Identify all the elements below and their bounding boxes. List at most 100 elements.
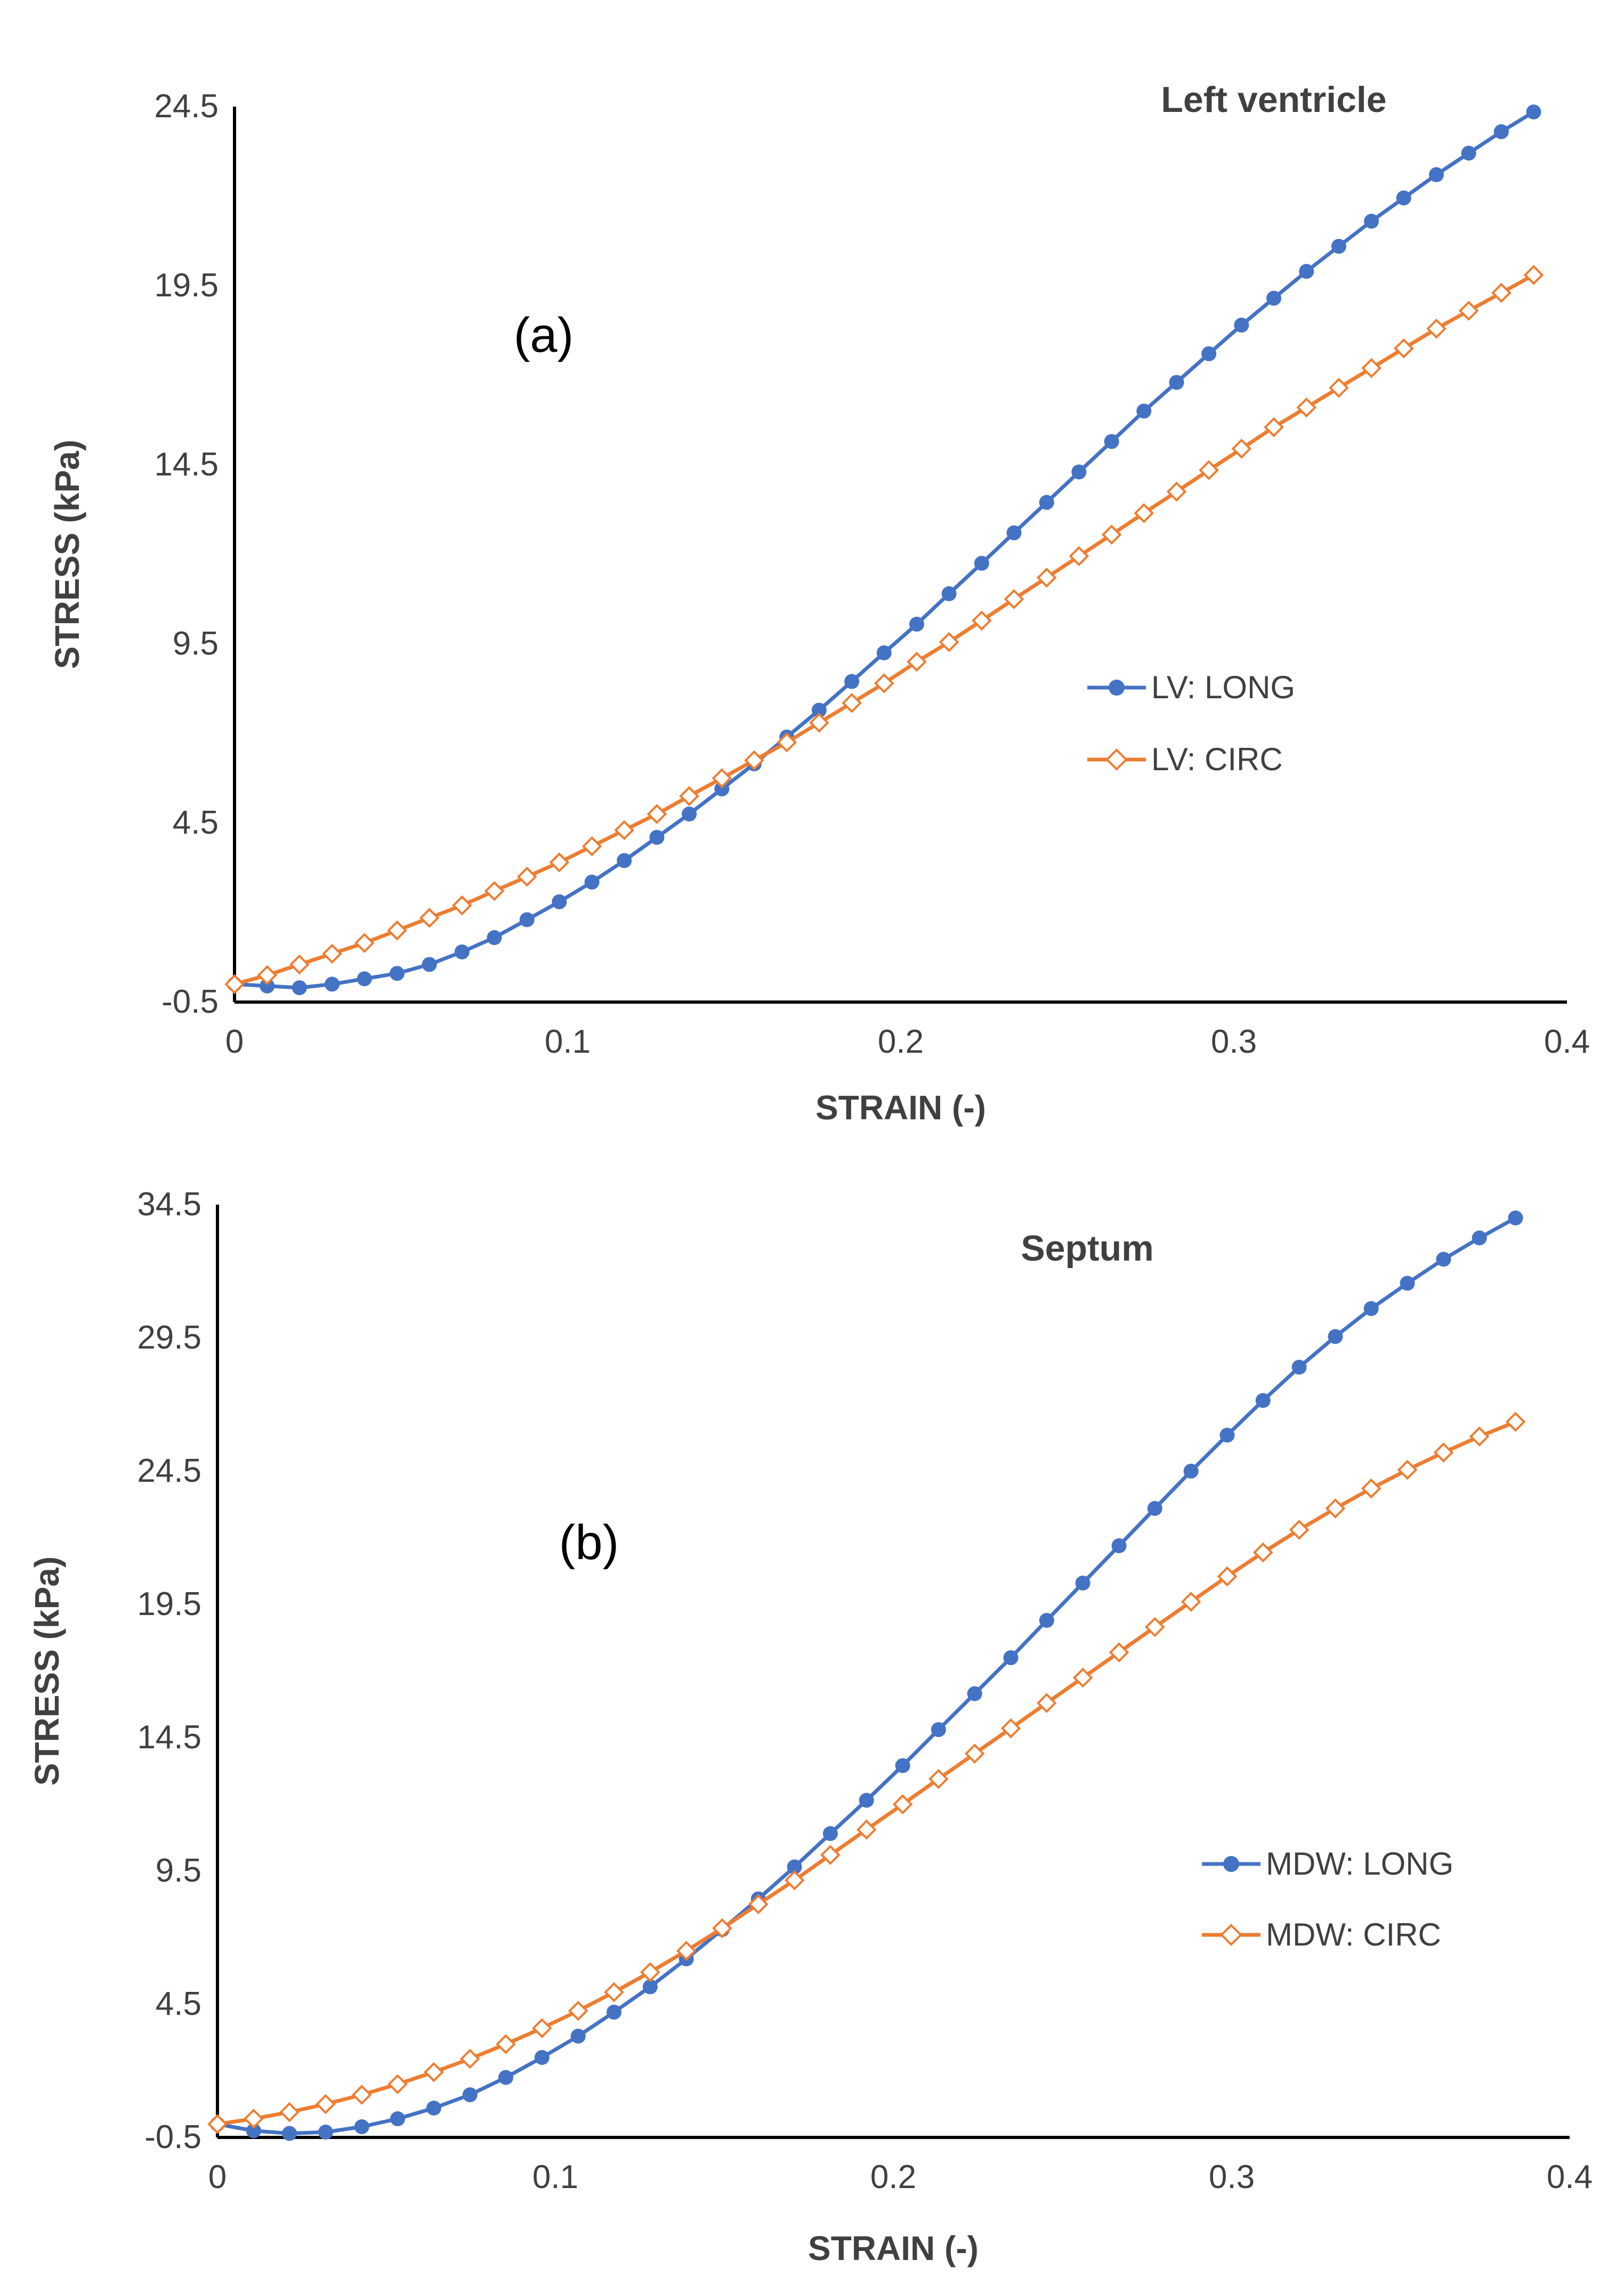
chart-a-series-circ-point: [939, 632, 959, 652]
chart-b-title: Septum: [1021, 1228, 1153, 1269]
chart-b-series-long-point: [1111, 1538, 1127, 1553]
chart-b-series-circ-line: [217, 1420, 1516, 2126]
chart-a-series-circ-point: [1361, 358, 1381, 378]
chart-a-series-circ-point: [1329, 377, 1349, 398]
chart-b-series-long-point: [859, 1793, 874, 1808]
chart-b-series-circ-point: [351, 2085, 372, 2105]
chart-b-series-circ-point: [676, 1941, 697, 1961]
chart-b-y-tick-label: 14.5: [137, 1719, 201, 1756]
chart-a-series-circ-point: [1231, 438, 1252, 459]
chart-b-series-long-point: [462, 2087, 478, 2102]
chart-a-y-tick-label: 4.5: [173, 804, 219, 841]
chart-b-series-circ-point: [1397, 1459, 1418, 1480]
chart-b-y-axis-title: STRESS (kPa): [28, 1556, 66, 1786]
chart-a-series-long-point: [811, 703, 827, 718]
chart-b-series-long-point: [282, 2126, 297, 2141]
chart-a-series-circ-point: [972, 610, 992, 631]
chart-b-legend: MDW: LONG MDW: CIRC: [1202, 1846, 1453, 1952]
chart-a-series-long-point: [876, 645, 892, 660]
chart-b-series-circ-point: [964, 1744, 985, 1764]
chart-b-series-circ-point: [604, 1982, 624, 2003]
chart-b-series-circ-point: [928, 1769, 949, 1789]
chart-a-series-circ-point: [1393, 338, 1414, 359]
chart-a-y-tick-label: 24.5: [154, 88, 219, 125]
chart-b-series-long-point: [1400, 1276, 1415, 1291]
chart-a-series-long-point: [552, 894, 567, 909]
chart-a-series-long-point: [682, 806, 697, 822]
chart-b-series-long-point: [1291, 1360, 1307, 1375]
chart-a-series-circ-point: [549, 852, 570, 873]
chart-a-series-long-point: [1429, 167, 1444, 182]
chart-panel-a: -0.5 4.5 9.5 14.5 19.5 24.5 0 0.1 0.2 0.…: [48, 79, 1590, 1127]
chart-a-plot-area: [224, 104, 1544, 996]
chart-b-series-circ-point: [856, 1819, 877, 1840]
chart-b-x-tick-label: 0.1: [532, 2159, 578, 2196]
chart-b-series-long-point: [1508, 1210, 1523, 1225]
chart-b-series-circ-point: [1289, 1520, 1310, 1540]
chart-b-series-circ-point: [1325, 1498, 1346, 1519]
chart-a-series-circ-point: [777, 732, 797, 753]
chart-b-series-long-point: [1328, 1329, 1343, 1344]
chart-a-legend: LV: LONG LV: CIRC: [1087, 669, 1295, 777]
chart-a-series-long-point: [390, 966, 405, 981]
chart-a-series-circ-point: [1199, 460, 1219, 480]
chart-a-y-tick-label: 14.5: [154, 446, 219, 483]
chart-a-series-long-point: [1201, 346, 1217, 361]
chart-a-series-circ-point: [257, 965, 278, 986]
chart-b-series-long-point: [1039, 1613, 1054, 1628]
chart-b-series-long-point: [318, 2125, 333, 2140]
chart-a-series-long-point: [1526, 104, 1541, 120]
chart-a-legend-label-circ: LV: CIRC: [1151, 741, 1283, 777]
chart-a-x-tick-label: 0.1: [545, 1023, 591, 1060]
chart-b-series-circ-point: [1144, 1617, 1165, 1637]
chart-b-series-long-point: [895, 1758, 910, 1773]
chart-b-series-long-point: [642, 1979, 658, 1995]
chart-b-series-long-point: [1255, 1393, 1271, 1408]
chart-b-legend-item-long: MDW: LONG: [1202, 1846, 1453, 1882]
chart-a-series-long-point: [714, 781, 730, 797]
chart-a-series-long-point: [357, 971, 372, 987]
chart-a-panel-label: (a): [514, 308, 573, 362]
chart-b-series-circ-point: [207, 2114, 228, 2134]
chart-b-x-tick-label: 0.3: [1209, 2159, 1255, 2196]
chart-b-series-long-point: [534, 2050, 550, 2065]
chart-a-series-long-point: [260, 978, 275, 994]
chart-a-legend-item-circ: LV: CIRC: [1087, 741, 1283, 777]
chart-a-series-long-point: [1039, 495, 1054, 510]
chart-b-series-circ-point: [316, 2094, 336, 2114]
chart-b-series-long-point: [931, 1722, 946, 1737]
chart-a-series-long-point: [1364, 214, 1379, 229]
chart-b-series-long-point: [1436, 1252, 1451, 1267]
chart-b-series-circ-point: [1433, 1442, 1454, 1463]
chart-a-series-long-point: [1299, 264, 1314, 279]
chart-a-series-long-point: [617, 853, 632, 868]
chart-a-series-long-point: [584, 874, 600, 890]
chart-a-series-long-point: [1006, 525, 1022, 540]
chart-a-x-axis-title: STRAIN (-): [815, 1088, 986, 1127]
chart-a-legend-swatch-circ-marker: [1105, 748, 1128, 771]
chart-b-series-long-point: [570, 2029, 586, 2044]
chart-b-series-circ-point: [1361, 1478, 1381, 1499]
chart-b-y-tick-label: 29.5: [137, 1319, 201, 1356]
chart-b-series-circ-point: [387, 2074, 408, 2094]
chart-a-series-long-point: [1266, 290, 1281, 306]
chart-a-series-long-point: [1071, 464, 1087, 480]
chart-panel-b: -0.5 4.5 9.5 14.5 19.5 24.5 29.5 34.5 0 …: [28, 1186, 1593, 2267]
chart-b-series-long-line: [217, 1216, 1517, 2135]
chart-a-y-tick-label: 9.5: [173, 625, 219, 662]
chart-b-y-tick-label: -0.5: [144, 2119, 201, 2156]
chart-b-series-circ-point: [712, 1918, 732, 1939]
chart-b-series-long-point: [1363, 1301, 1379, 1316]
chart-a-x-tick-label: 0.3: [1211, 1023, 1257, 1060]
chart-a-series-circ-point: [614, 820, 635, 841]
chart-a-series-circ-point: [289, 954, 310, 975]
chart-a-series-long-point: [1104, 434, 1119, 449]
chart-a-series-long-point: [909, 617, 924, 632]
chart-b-series-long-point: [787, 1859, 802, 1875]
chart-b-series-long-point: [498, 2070, 514, 2085]
chart-a-series-circ-point: [1101, 524, 1122, 545]
chart-a-series-long-point: [1461, 146, 1476, 161]
chart-b-x-tick-label: 0.2: [870, 2159, 916, 2196]
chart-a-series-long-point: [487, 930, 502, 946]
